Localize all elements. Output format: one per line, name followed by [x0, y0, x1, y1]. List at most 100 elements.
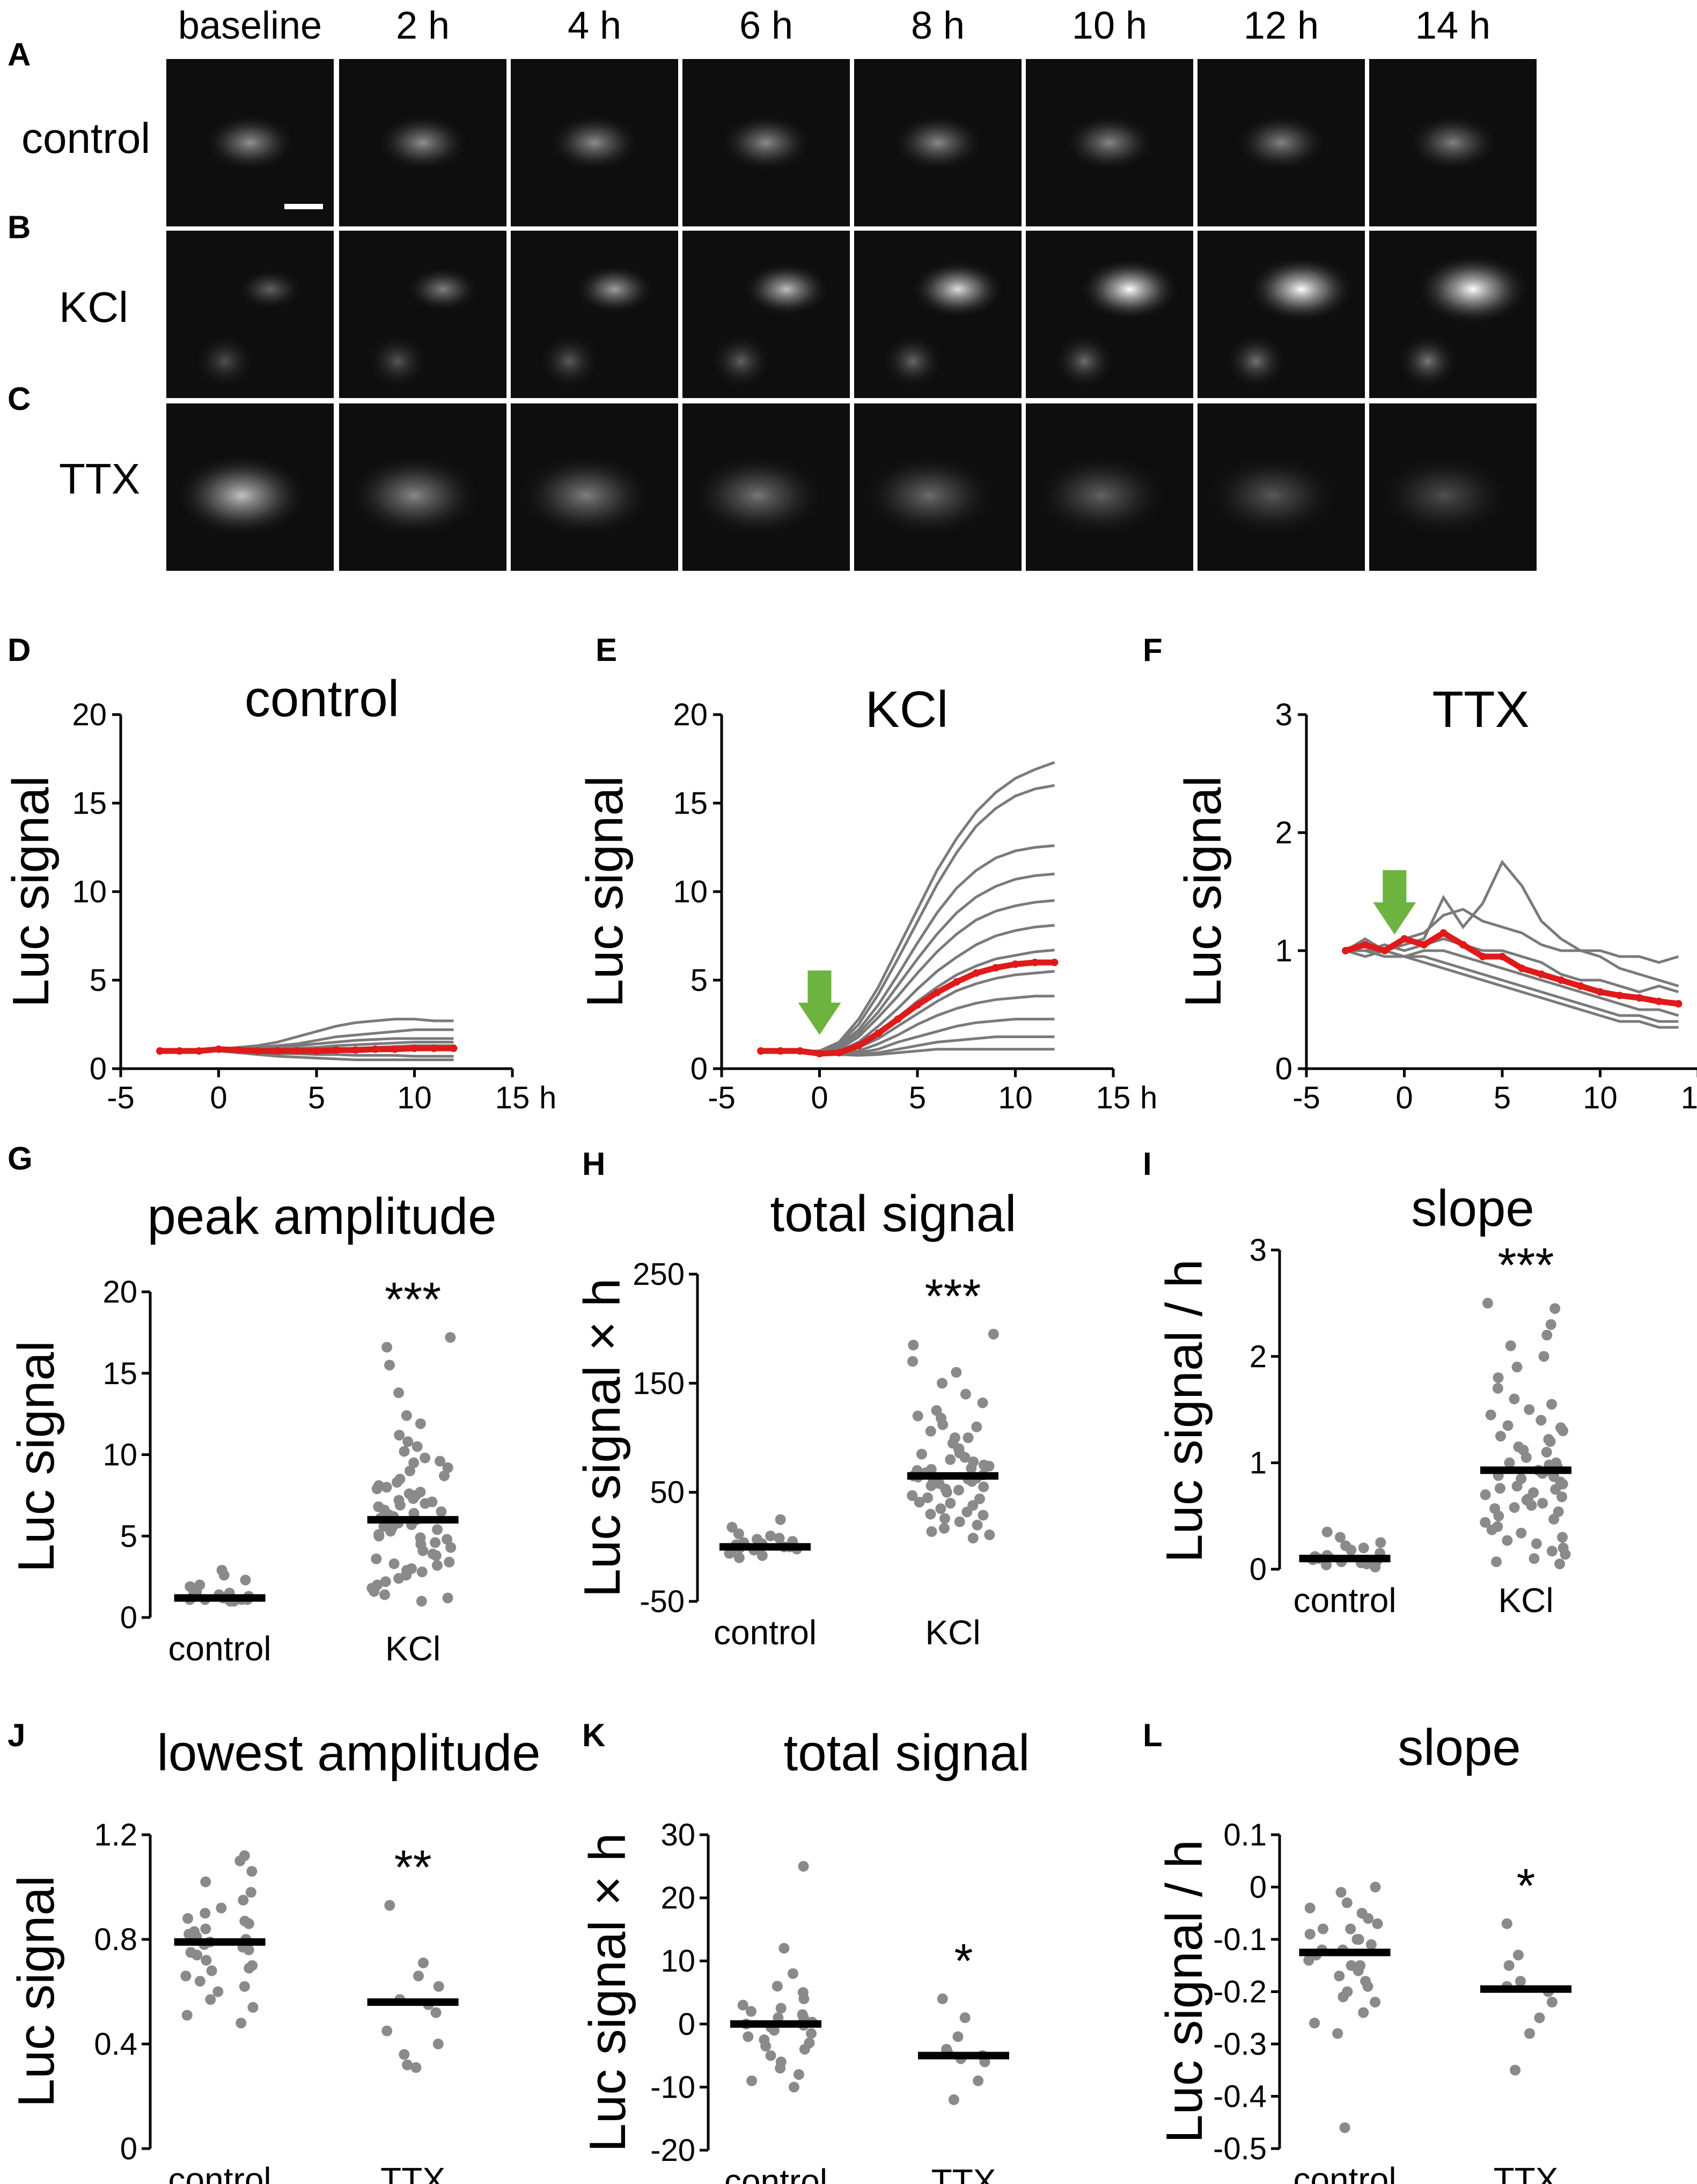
data-point: [1541, 1329, 1553, 1341]
y-axis-label: Luc signal: [8, 1341, 65, 1572]
data-point: [1358, 2007, 1369, 2018]
data-point: [444, 1556, 455, 1568]
mean-point: [1381, 947, 1389, 954]
neighbor-cell: [880, 332, 945, 391]
data-point: [185, 1581, 196, 1592]
data-point: [247, 2002, 259, 2013]
data-point: [415, 1532, 426, 1543]
panel-letter: A: [8, 36, 31, 72]
data-point: [953, 1484, 964, 1496]
y-tick-label: 0: [1250, 1870, 1267, 1905]
data-point: [1524, 1404, 1535, 1415]
data-point: [1511, 1481, 1523, 1492]
data-point: [420, 1452, 431, 1464]
data-point: [403, 1488, 415, 1499]
data-point: [384, 1900, 395, 1911]
y-tick-label: -0.4: [1213, 2079, 1267, 2114]
data-point: [1334, 1970, 1345, 1982]
mean-point: [293, 1047, 301, 1055]
x-tick-label: 15: [1681, 1080, 1697, 1115]
data-point: [1529, 1553, 1540, 1564]
neighbor-cell: [537, 332, 602, 391]
data-point: [743, 2031, 754, 2042]
data-point: [430, 1550, 442, 1561]
data-point: [212, 1986, 224, 1997]
chart-title: total signal: [770, 1185, 1017, 1242]
y-tick-label: 1.2: [94, 1818, 137, 1852]
mean-point: [1538, 970, 1545, 978]
data-point: [954, 1516, 965, 1527]
data-point: [1486, 1524, 1497, 1535]
x-tick-label: 0: [1395, 1080, 1413, 1115]
data-point: [967, 1533, 979, 1544]
data-point: [978, 1510, 989, 1521]
x-tick-label: 10: [1583, 1080, 1618, 1115]
data-point: [925, 1425, 936, 1437]
data-point: [1546, 1399, 1558, 1410]
cell-soma: [1032, 452, 1170, 539]
mean-point: [953, 978, 960, 986]
data-point: [236, 2018, 247, 2028]
data-point: [408, 1457, 420, 1468]
x-tick-label: 10: [998, 1080, 1033, 1115]
data-point: [1560, 1549, 1571, 1560]
mean-point: [430, 1045, 438, 1053]
x-tick-label: -5: [1292, 1080, 1320, 1115]
y-tick-label: 2: [1275, 815, 1292, 850]
data-point: [206, 1965, 217, 1976]
data-point: [977, 1397, 988, 1408]
panel-letter: E: [596, 632, 617, 668]
data-point: [798, 1993, 810, 2004]
cell-soma: [909, 259, 1007, 320]
category-label: KCl: [385, 1629, 440, 1668]
x-tick-label: 15: [1096, 1080, 1131, 1115]
y-tick-label: 0: [1275, 1051, 1292, 1086]
neighbor-cell: [193, 332, 258, 391]
mean-point: [855, 1042, 863, 1050]
panel-letter: L: [1143, 1717, 1163, 1753]
x-tick-label: 15: [495, 1080, 530, 1115]
data-point: [371, 1483, 383, 1495]
data-point: [439, 1470, 450, 1481]
data-point: [978, 1459, 989, 1470]
data-point: [1541, 1446, 1552, 1458]
neighbor-cell: [1395, 332, 1460, 391]
y-tick-label: 10: [673, 874, 708, 909]
significance-marker: **: [394, 1841, 432, 1895]
data-point: [445, 1542, 457, 1553]
data-point: [907, 1356, 919, 1367]
data-point: [925, 1509, 936, 1520]
data-point: [1321, 1526, 1333, 1538]
data-point: [216, 1902, 227, 1914]
mean-point: [875, 1030, 882, 1037]
x-tick-label: -5: [107, 1080, 135, 1115]
data-point: [765, 1531, 776, 1541]
data-point: [788, 1968, 799, 1979]
x-tick-label: 0: [210, 1080, 227, 1115]
treatment-arrow: [1373, 870, 1416, 935]
data-point: [415, 1418, 426, 1429]
x-tick-label: 5: [308, 1080, 325, 1115]
panel-letter: G: [8, 1141, 33, 1176]
data-point: [774, 1533, 785, 1544]
data-point: [386, 1523, 398, 1534]
y-tick-label: -0.2: [1213, 1975, 1267, 2010]
data-point: [393, 1387, 405, 1399]
data-point: [1546, 1546, 1558, 1557]
data-point: [922, 1492, 933, 1503]
data-point: [433, 1981, 444, 1992]
data-point: [182, 1913, 194, 1924]
data-point: [381, 1482, 392, 1493]
data-point: [908, 1340, 919, 1351]
cell-soma: [517, 452, 655, 539]
mean-point: [156, 1047, 164, 1055]
cell-soma: [1062, 113, 1157, 172]
data-point: [216, 1564, 227, 1576]
y-tick-label: 3: [1250, 1233, 1267, 1268]
chart-title: control: [245, 670, 399, 727]
data-point: [1515, 1976, 1526, 1987]
data-point: [1335, 1887, 1347, 1898]
chart-title: KCl: [865, 681, 949, 738]
data-point: [961, 1506, 973, 1518]
